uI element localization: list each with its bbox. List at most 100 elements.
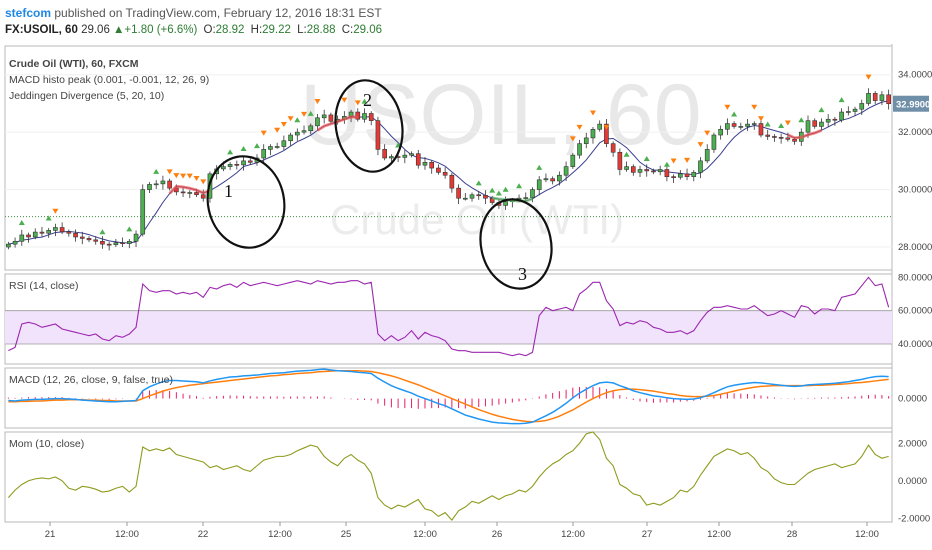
macd-signal-line [8,369,889,423]
sell-marker [354,100,361,106]
candle [530,189,535,198]
time-axis-label: 12:00 [413,529,437,540]
candle [557,174,562,182]
candle [664,169,670,177]
annotation-ellipse [479,198,553,290]
annotation-label: 1 [224,181,233,201]
candle [543,178,549,181]
candle [570,154,576,167]
mom-tick-label: 2.0000 [898,438,927,449]
candle [698,160,703,173]
candle [859,103,865,110]
candle [126,240,132,244]
candle [583,137,589,144]
buy-marker [798,117,805,123]
low-value: 28.88 [306,24,336,36]
divergence-segment-bear [787,128,822,140]
buy-marker [18,220,25,226]
sell-marker [260,130,267,136]
candle [563,166,569,176]
candle [106,243,112,246]
time-axis-label: 12:00 [115,529,139,540]
sell-marker [314,99,321,104]
buy-marker [475,180,482,186]
candle [462,197,468,200]
candle [32,231,38,238]
candle [866,93,871,104]
buy-marker [361,98,368,104]
candle [6,243,11,248]
rsi-pane-title: RSI (14, close) [9,280,78,292]
candle [671,176,676,178]
candle [389,156,394,159]
candle [684,173,690,177]
candle [778,137,784,139]
candle [624,166,629,170]
watermark-symbol: USOIL, 60 [300,67,702,163]
candle [294,131,300,136]
time-axis-label: 25 [341,529,352,540]
candle [718,128,723,136]
candle [812,120,818,127]
candle [436,167,441,173]
candle [550,178,555,182]
candle [852,108,858,112]
sell-marker [589,110,596,116]
buy-marker [623,151,630,157]
symbol-label[interactable]: FX:USOIL, 60 [5,24,78,36]
candle [247,160,253,163]
candle [704,149,710,162]
buy-marker [227,149,234,155]
candle [617,151,623,170]
candle [73,232,78,238]
candle [805,120,811,133]
candle [785,137,791,140]
sell-marker [697,142,704,148]
buy-marker [502,186,509,192]
candle [872,93,878,101]
candle [442,172,448,176]
rsi-tick-label: 60.0000 [898,306,932,317]
candle [772,136,777,138]
candle [221,166,226,170]
author-link[interactable]: stefcom [5,6,52,20]
candle [523,197,529,199]
sell-marker [280,121,287,127]
sell-marker [200,179,207,185]
candle [657,169,663,173]
candle [469,194,475,199]
candle [846,111,851,113]
buy-marker [45,215,52,221]
candle [160,180,166,185]
candle [12,240,18,245]
candle [362,113,367,120]
buy-marker [643,156,650,161]
candle [792,139,797,142]
sell-marker [301,111,308,117]
annotation-ellipse [206,155,286,249]
moving-average-line [8,100,889,245]
close-label: C: [341,24,354,36]
candle [886,94,891,105]
candle [758,123,764,136]
candle [711,134,717,150]
candle [429,162,435,169]
chart-header: stefcom published on TradingView.com, Fe… [0,0,932,44]
candle [53,227,58,231]
candle [308,125,314,132]
candle [187,192,193,194]
divergence-segment-bear [316,115,358,132]
mom-tick-label: 0.0000 [898,476,927,487]
price-tick-label: 30.0000 [898,185,932,196]
candle [415,153,421,166]
candle [19,234,25,242]
candle [288,134,293,142]
macd-tick-label: 0.0000 [898,394,927,405]
sell-marker [751,104,758,110]
candle [402,154,408,158]
candle [147,184,152,190]
candle [153,183,159,186]
time-axis-label: 12:00 [855,529,879,540]
time-axis-label: 12:00 [707,529,731,540]
